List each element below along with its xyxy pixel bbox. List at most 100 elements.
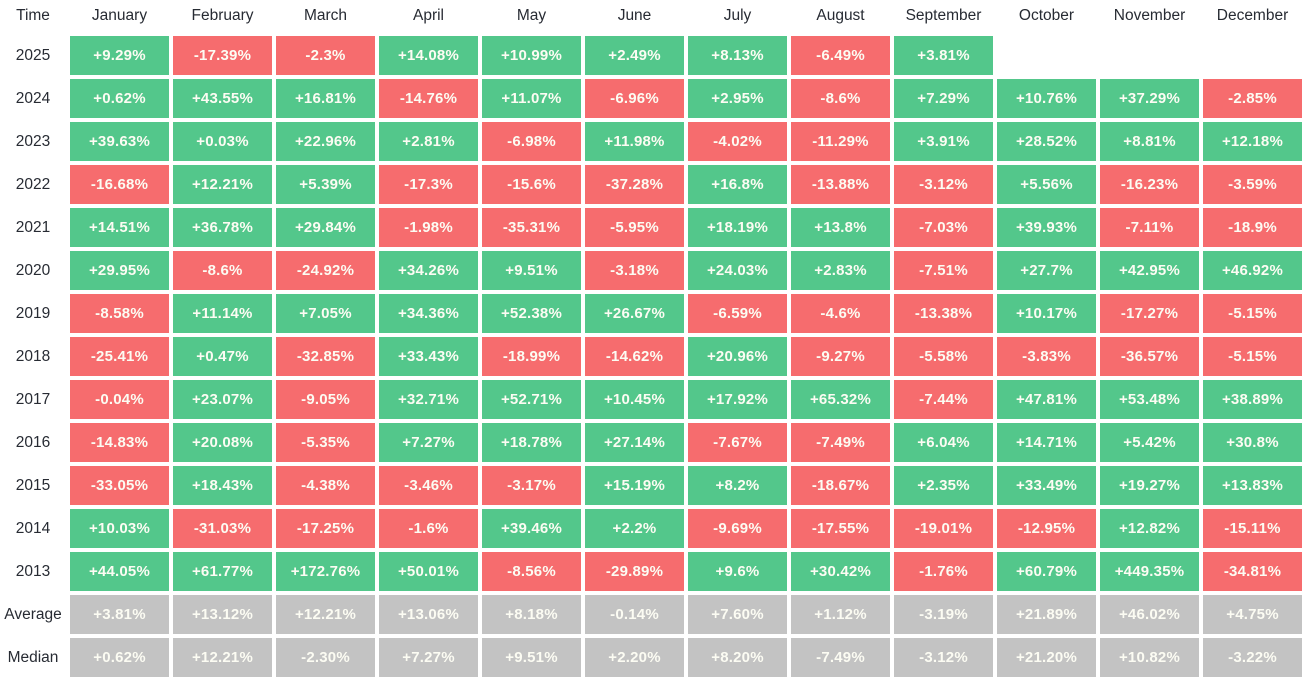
return-cell: -18.9%: [1203, 208, 1302, 247]
return-cell: -31.03%: [173, 509, 272, 548]
return-cell: +3.91%: [894, 122, 993, 161]
return-cell: -17.27%: [1100, 294, 1199, 333]
return-cell: -11.29%: [791, 122, 890, 161]
return-cell: -35.31%: [482, 208, 581, 247]
return-cell: -7.51%: [894, 251, 993, 290]
return-cell: +14.08%: [379, 36, 478, 75]
return-cell: -1.6%: [379, 509, 478, 548]
return-cell: +65.32%: [791, 380, 890, 419]
return-cell: -7.44%: [894, 380, 993, 419]
return-cell: -3.17%: [482, 466, 581, 505]
return-cell: +33.43%: [379, 337, 478, 376]
return-cell: -3.12%: [894, 638, 993, 677]
return-cell: -0.14%: [585, 595, 684, 634]
return-cell: -8.56%: [482, 552, 581, 591]
return-cell: -15.11%: [1203, 509, 1302, 548]
empty-cell: [1100, 36, 1199, 75]
row-label-median: Median: [0, 638, 66, 677]
return-cell: +2.2%: [585, 509, 684, 548]
return-cell: +21.20%: [997, 638, 1096, 677]
column-header-march: March: [276, 0, 375, 32]
return-cell: +21.89%: [997, 595, 1096, 634]
return-cell: +0.03%: [173, 122, 272, 161]
return-cell: -8.6%: [173, 251, 272, 290]
corner-header-time: Time: [0, 0, 66, 32]
column-header-june: June: [585, 0, 684, 32]
return-cell: -13.88%: [791, 165, 890, 204]
return-cell: +8.2%: [688, 466, 787, 505]
row-label-2023: 2023: [0, 122, 66, 161]
return-cell: -1.98%: [379, 208, 478, 247]
row-label-2020: 2020: [0, 251, 66, 290]
return-cell: +18.19%: [688, 208, 787, 247]
empty-cell: [1203, 36, 1302, 75]
return-cell: +34.26%: [379, 251, 478, 290]
row-label-2015: 2015: [0, 466, 66, 505]
return-cell: +8.81%: [1100, 122, 1199, 161]
row-label-2016: 2016: [0, 423, 66, 462]
return-cell: +16.81%: [276, 79, 375, 118]
column-header-april: April: [379, 0, 478, 32]
return-cell: +20.96%: [688, 337, 787, 376]
return-cell: -7.03%: [894, 208, 993, 247]
return-cell: +12.21%: [173, 638, 272, 677]
return-cell: -18.67%: [791, 466, 890, 505]
return-cell: +18.43%: [173, 466, 272, 505]
return-cell: +9.51%: [482, 638, 581, 677]
column-header-january: January: [70, 0, 169, 32]
return-cell: +3.81%: [894, 36, 993, 75]
row-label-2024: 2024: [0, 79, 66, 118]
column-header-november: November: [1100, 0, 1199, 32]
return-cell: -17.3%: [379, 165, 478, 204]
return-cell: -8.6%: [791, 79, 890, 118]
row-label-2014: 2014: [0, 509, 66, 548]
column-header-july: July: [688, 0, 787, 32]
return-cell: -2.85%: [1203, 79, 1302, 118]
return-cell: +19.27%: [1100, 466, 1199, 505]
return-cell: -25.41%: [70, 337, 169, 376]
return-cell: +13.12%: [173, 595, 272, 634]
return-cell: +9.51%: [482, 251, 581, 290]
return-cell: +42.95%: [1100, 251, 1199, 290]
return-cell: +7.27%: [379, 638, 478, 677]
return-cell: -4.6%: [791, 294, 890, 333]
row-label-2018: 2018: [0, 337, 66, 376]
return-cell: +5.39%: [276, 165, 375, 204]
return-cell: -9.05%: [276, 380, 375, 419]
row-label-2019: 2019: [0, 294, 66, 333]
return-cell: +39.46%: [482, 509, 581, 548]
return-cell: +11.98%: [585, 122, 684, 161]
return-cell: +0.62%: [70, 79, 169, 118]
row-label-2021: 2021: [0, 208, 66, 247]
return-cell: +12.21%: [173, 165, 272, 204]
return-cell: +50.01%: [379, 552, 478, 591]
return-cell: -7.49%: [791, 423, 890, 462]
return-cell: -33.05%: [70, 466, 169, 505]
return-cell: +2.35%: [894, 466, 993, 505]
return-cell: +172.76%: [276, 552, 375, 591]
return-cell: +10.99%: [482, 36, 581, 75]
return-cell: +14.71%: [997, 423, 1096, 462]
return-cell: +23.07%: [173, 380, 272, 419]
return-cell: +5.56%: [997, 165, 1096, 204]
return-cell: +52.38%: [482, 294, 581, 333]
return-cell: +33.49%: [997, 466, 1096, 505]
return-cell: -9.27%: [791, 337, 890, 376]
return-cell: +47.81%: [997, 380, 1096, 419]
return-cell: +0.47%: [173, 337, 272, 376]
column-header-october: October: [997, 0, 1096, 32]
return-cell: -6.96%: [585, 79, 684, 118]
return-cell: +16.8%: [688, 165, 787, 204]
return-cell: -18.99%: [482, 337, 581, 376]
return-cell: +34.36%: [379, 294, 478, 333]
row-label-2013: 2013: [0, 552, 66, 591]
empty-cell: [997, 36, 1096, 75]
return-cell: -19.01%: [894, 509, 993, 548]
return-cell: -32.85%: [276, 337, 375, 376]
return-cell: +449.35%: [1100, 552, 1199, 591]
return-cell: +22.96%: [276, 122, 375, 161]
return-cell: -4.38%: [276, 466, 375, 505]
return-cell: -5.95%: [585, 208, 684, 247]
return-cell: -3.18%: [585, 251, 684, 290]
column-header-september: September: [894, 0, 993, 32]
